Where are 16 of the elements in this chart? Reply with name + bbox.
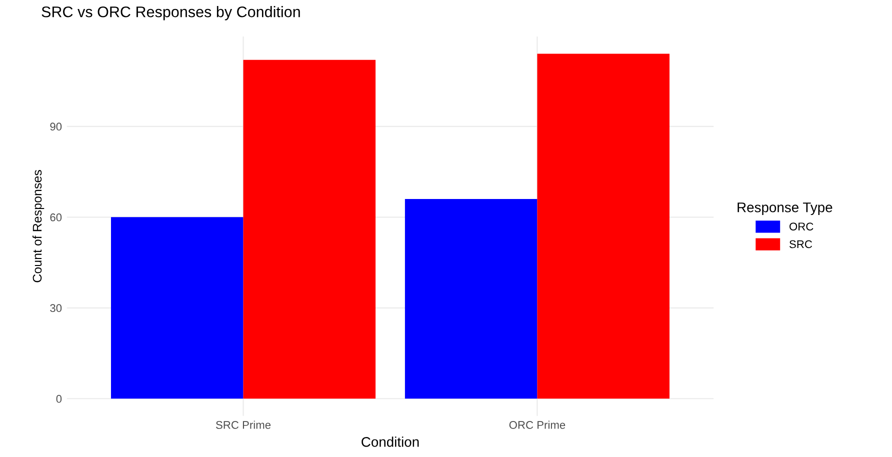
bar	[404, 198, 538, 399]
x-axis-title: Condition	[362, 436, 419, 447]
chart-title: SRC vs ORC Responses by Condition	[42, 6, 300, 20]
x-tick-label: SRC Prime	[216, 420, 271, 429]
bar	[110, 217, 244, 399]
legend-label: SRC	[789, 240, 812, 248]
y-tick-label: 90	[50, 122, 62, 131]
y-tick-label: 30	[50, 304, 62, 312]
x-tick-label: ORC Prime	[509, 420, 566, 429]
y-tick-label: 0	[56, 394, 62, 403]
y-tick-label: 60	[50, 213, 62, 222]
bar	[537, 54, 670, 399]
y-axis-title: Count of Responses	[32, 170, 44, 282]
legend-title: Response Type	[738, 202, 832, 216]
legend-label: ORC	[790, 222, 814, 230]
bar	[243, 60, 376, 399]
